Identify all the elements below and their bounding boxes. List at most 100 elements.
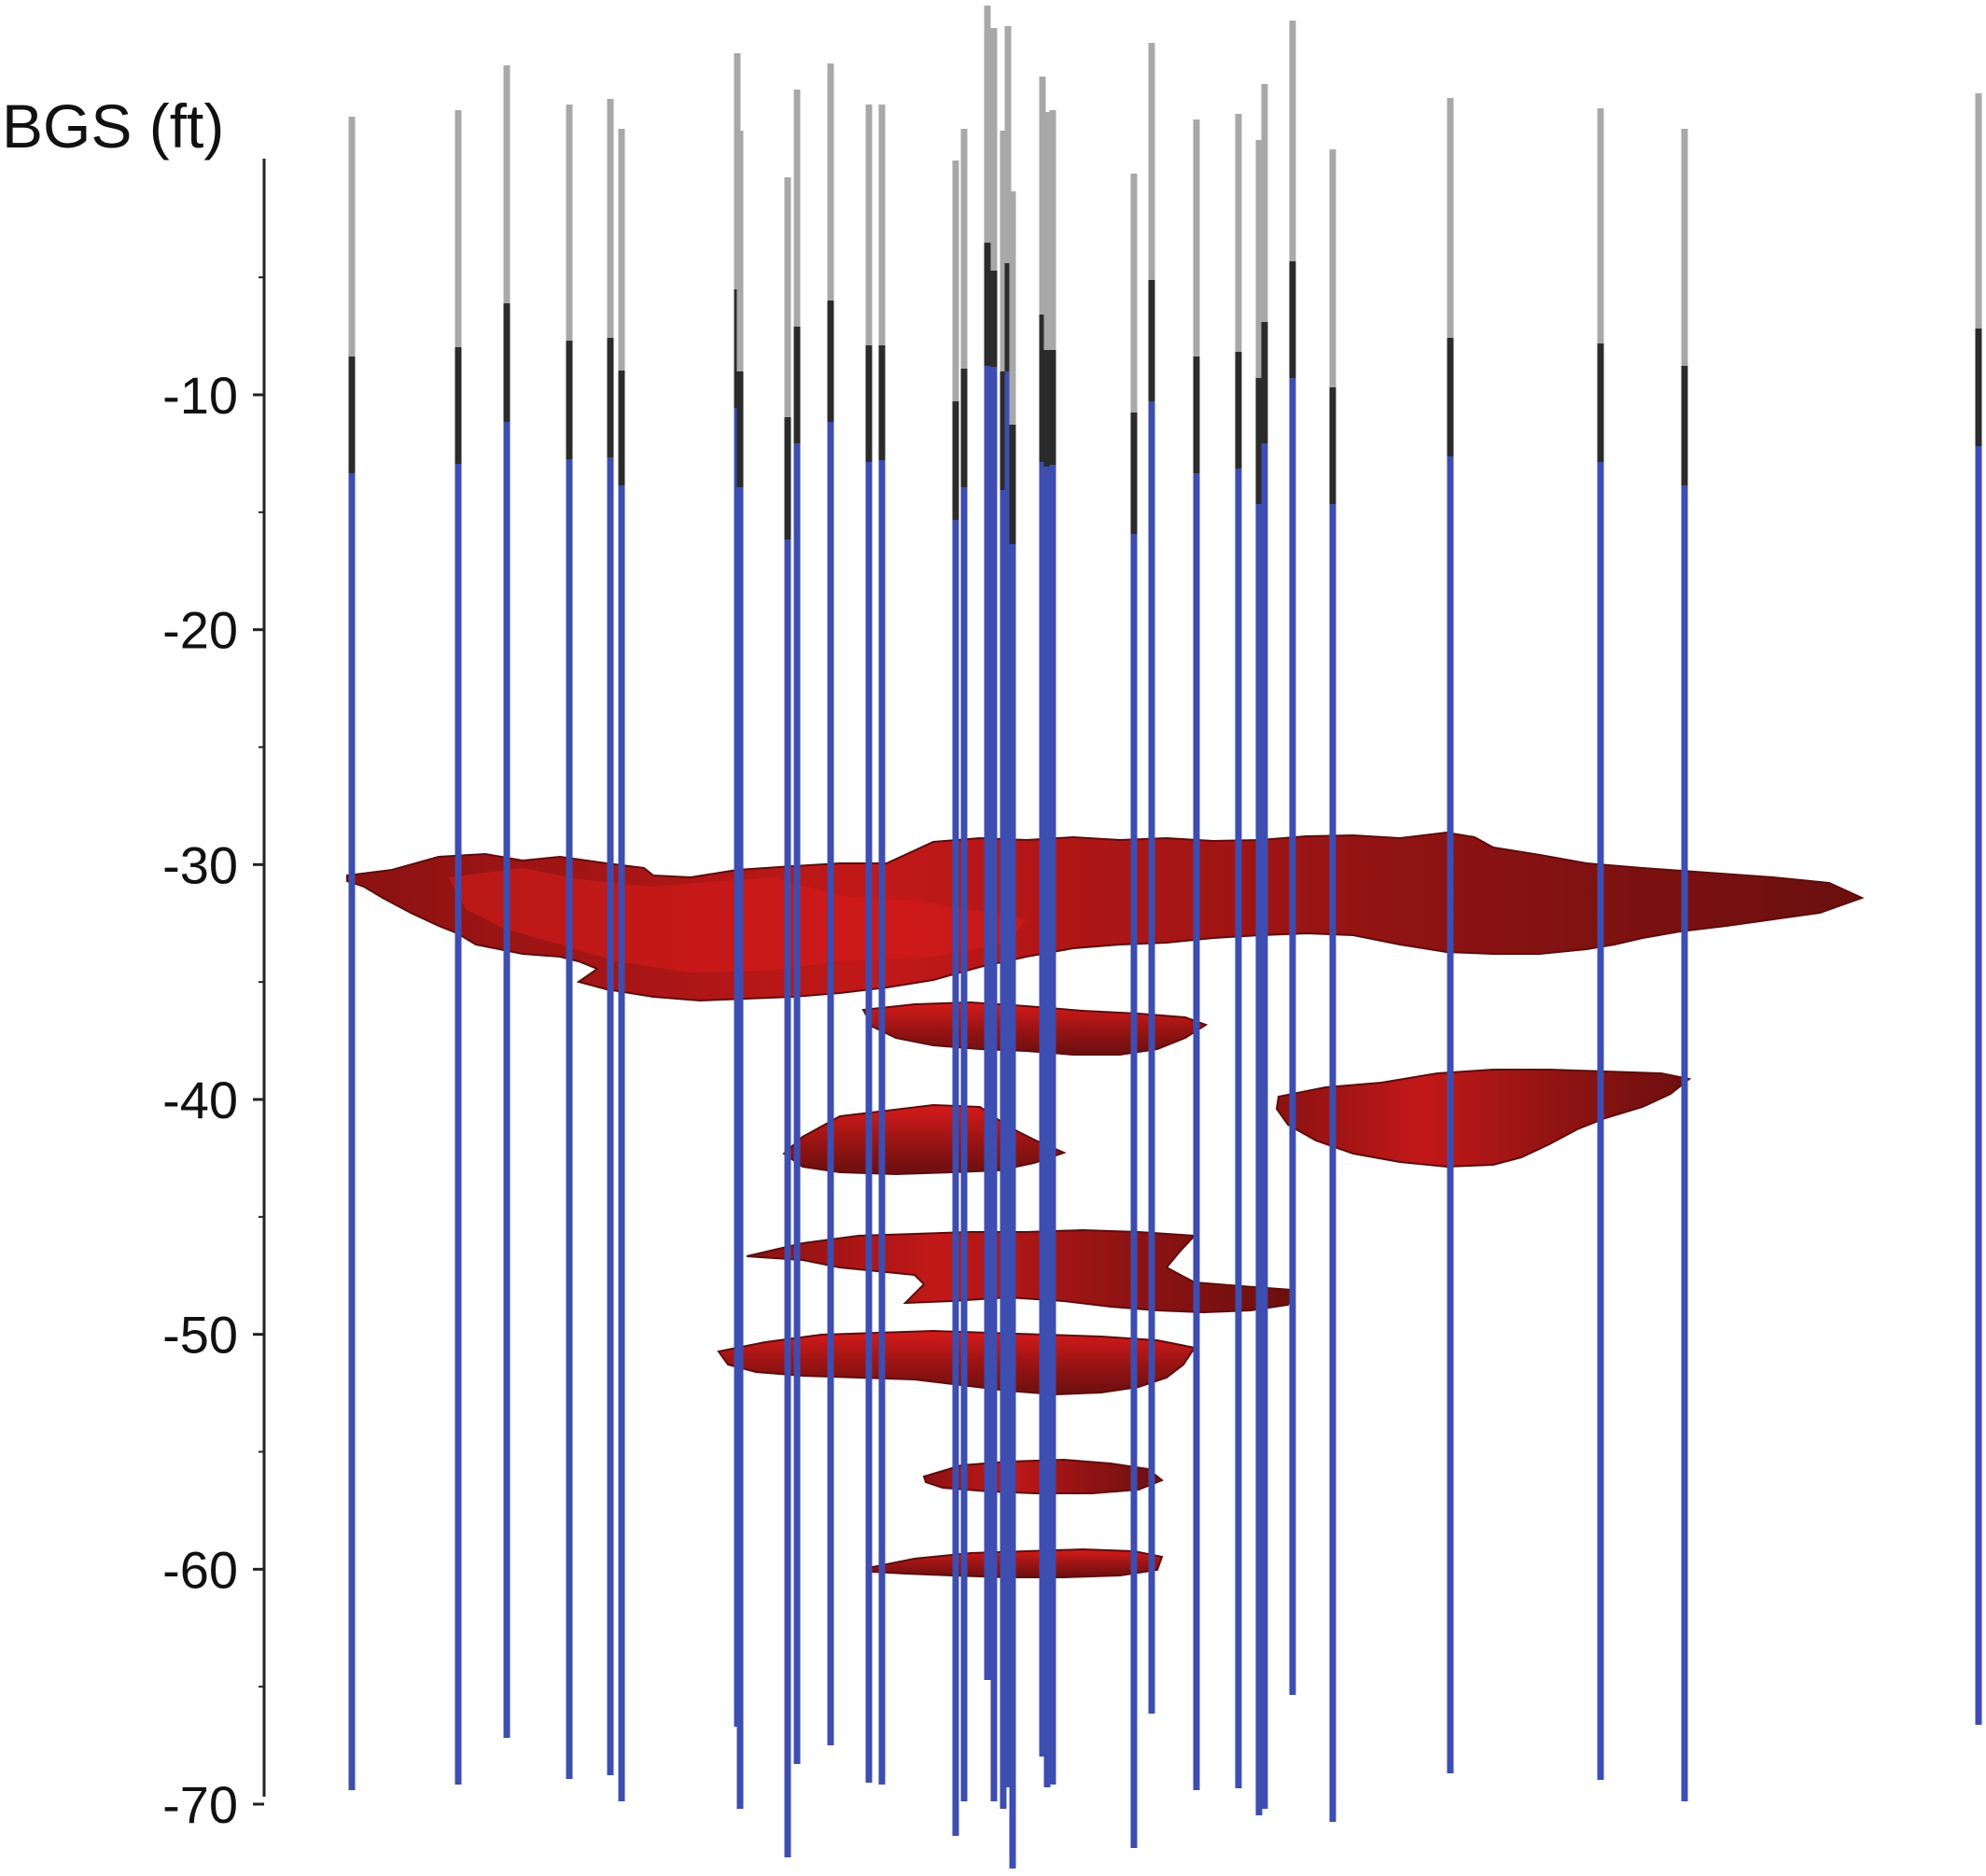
- monitoring-well: [1009, 191, 1016, 1869]
- monitoring-well: [952, 161, 959, 1836]
- well-riser-segment: [1043, 112, 1051, 350]
- well-seal-segment: [503, 303, 510, 422]
- well-riser-segment: [1447, 98, 1454, 338]
- well-riser-segment: [1130, 174, 1138, 413]
- well-seal-segment: [736, 371, 744, 487]
- well-riser-segment: [1681, 129, 1688, 366]
- well-screen-segment: [960, 487, 968, 1801]
- well-screen-segment: [566, 459, 573, 1779]
- monitoring-well: [736, 131, 744, 1809]
- well-riser-segment: [348, 117, 356, 357]
- well-riser-segment: [455, 110, 462, 347]
- well-riser-segment: [865, 105, 873, 345]
- monitoring-well: [1039, 77, 1046, 1757]
- well-screen-segment: [952, 520, 959, 1836]
- well-seal-segment: [827, 301, 834, 422]
- well-riser-segment: [1289, 21, 1296, 261]
- well-seal-segment: [1329, 387, 1336, 504]
- well-riser-segment: [1597, 108, 1604, 343]
- monitoring-well: [878, 105, 886, 1785]
- tick-label: -20: [162, 601, 238, 660]
- well-riser-segment: [1235, 114, 1242, 352]
- well-riser-segment: [1039, 77, 1046, 315]
- well-screen-segment: [984, 366, 991, 1680]
- tick-label: -70: [162, 1775, 238, 1834]
- well-riser-segment: [793, 90, 801, 327]
- well-riser-segment: [1148, 43, 1155, 280]
- well-seal-segment: [1009, 425, 1016, 544]
- monitoring-well: [1130, 174, 1138, 1848]
- well-seal-segment: [455, 347, 462, 464]
- well-riser-segment: [503, 65, 510, 303]
- well-riser-segment: [1193, 119, 1200, 357]
- monitoring-well: [990, 28, 998, 1801]
- well-seal-segment: [1000, 371, 1007, 490]
- well-screen-segment: [793, 443, 801, 1764]
- well-riser-segment: [827, 63, 834, 301]
- well-seal-segment: [990, 271, 998, 367]
- well-screen-segment: [1289, 378, 1296, 1695]
- monitoring-well: [1255, 140, 1263, 1815]
- tick-label: -40: [162, 1071, 238, 1129]
- monitoring-well: [607, 99, 614, 1775]
- axis-title: BGS (ft): [2, 91, 224, 161]
- depth-axis: BGS (ft) -10 -20 -30 -40 -50 -60 -70: [2, 91, 266, 1834]
- well-screen-segment: [736, 487, 744, 1809]
- well-riser-segment: [990, 28, 998, 271]
- well-riser-segment: [984, 6, 991, 243]
- well-seal-segment: [1043, 350, 1051, 467]
- well-seal-segment: [865, 345, 873, 462]
- monitoring-well: [1148, 43, 1155, 1714]
- well-riser-segment: [1004, 26, 1012, 263]
- monitoring-well: [503, 65, 510, 1738]
- tick-label: -50: [162, 1306, 238, 1365]
- well-screen-segment: [1000, 490, 1007, 1809]
- monitoring-well: [455, 110, 462, 1785]
- plume-layers: [346, 831, 1865, 1578]
- monitoring-well: [1681, 129, 1688, 1801]
- well-screen-segment: [878, 460, 886, 1785]
- well-screen-segment: [618, 485, 625, 1801]
- well-riser-segment: [1261, 84, 1268, 322]
- monitoring-well: [566, 105, 573, 1779]
- monitoring-well: [1447, 98, 1454, 1773]
- well-screen-segment: [1193, 473, 1200, 1790]
- plume-layer-42ft: [782, 1103, 1067, 1176]
- well-seal-segment: [1261, 322, 1268, 443]
- well-seal-segment: [952, 401, 959, 520]
- well-screen-segment: [1261, 443, 1268, 1809]
- well-seal-segment: [566, 341, 573, 459]
- well-screen-segment: [827, 422, 834, 1745]
- well-riser-segment: [1009, 191, 1016, 425]
- well-screen-segment: [1255, 504, 1263, 1815]
- well-seal-segment: [1235, 352, 1242, 469]
- well-riser-segment: [1049, 110, 1056, 350]
- monitoring-well: [1975, 93, 1982, 1725]
- well-screen-segment: [1447, 456, 1454, 1773]
- well-riser-segment: [960, 129, 968, 369]
- axis-ticks: -10 -20 -30 -40 -50 -60 -70: [162, 276, 264, 1834]
- tick-label: -10: [162, 366, 238, 425]
- well-seal-segment: [960, 369, 968, 487]
- well-screen-segment: [1130, 534, 1138, 1848]
- plume-layer-40ft-right: [1275, 1069, 1692, 1169]
- well-screen-segment: [503, 422, 510, 1738]
- well-seal-segment: [1004, 263, 1012, 371]
- well-screen-segment: [1329, 504, 1336, 1822]
- well-riser-segment: [784, 177, 791, 417]
- well-riser-segment: [878, 105, 886, 345]
- well-riser-segment: [1000, 131, 1007, 371]
- monitoring-well: [348, 117, 356, 1790]
- well-screen-segment: [990, 367, 998, 1801]
- well-screen-segment: [1975, 446, 1982, 1725]
- monitoring-well: [1193, 119, 1200, 1790]
- well-screen-segment: [1049, 465, 1056, 1785]
- well-riser-segment: [952, 161, 959, 401]
- well-riser-segment: [736, 131, 744, 371]
- well-screen-segment: [1148, 401, 1155, 1714]
- monitoring-well: [1235, 114, 1242, 1788]
- monitoring-well: [784, 177, 791, 1857]
- monitoring-wells-front: [348, 6, 1982, 1869]
- well-seal-segment: [1130, 413, 1138, 534]
